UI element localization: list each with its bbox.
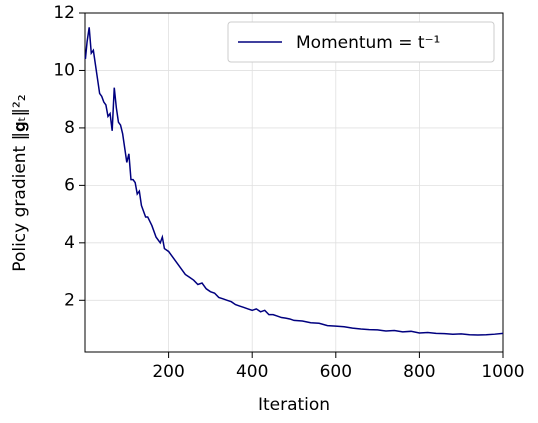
legend-label: Momentum = t⁻¹	[296, 33, 440, 53]
x-tick-label: 400	[236, 362, 268, 382]
y-tick-label: 12	[53, 3, 75, 23]
y-tick-label: 10	[53, 60, 75, 80]
x-tick-label: 600	[320, 362, 352, 382]
y-tick-label: 6	[64, 175, 75, 195]
y-tick-label: 2	[64, 290, 75, 310]
data-line	[84, 27, 504, 336]
y-tick-label: 8	[64, 118, 75, 138]
y-axis-label: Policy gradient ‖𝐠ₜ‖²₂	[10, 94, 30, 271]
x-tick-label: 200	[152, 362, 184, 382]
x-tick-label: 800	[403, 362, 435, 382]
x-axis-label: Iteration	[258, 395, 330, 415]
y-tick-label: 4	[64, 233, 75, 253]
x-tick-label: 1000	[481, 362, 524, 382]
legend-box	[227, 21, 495, 63]
plot-frame	[84, 12, 504, 353]
